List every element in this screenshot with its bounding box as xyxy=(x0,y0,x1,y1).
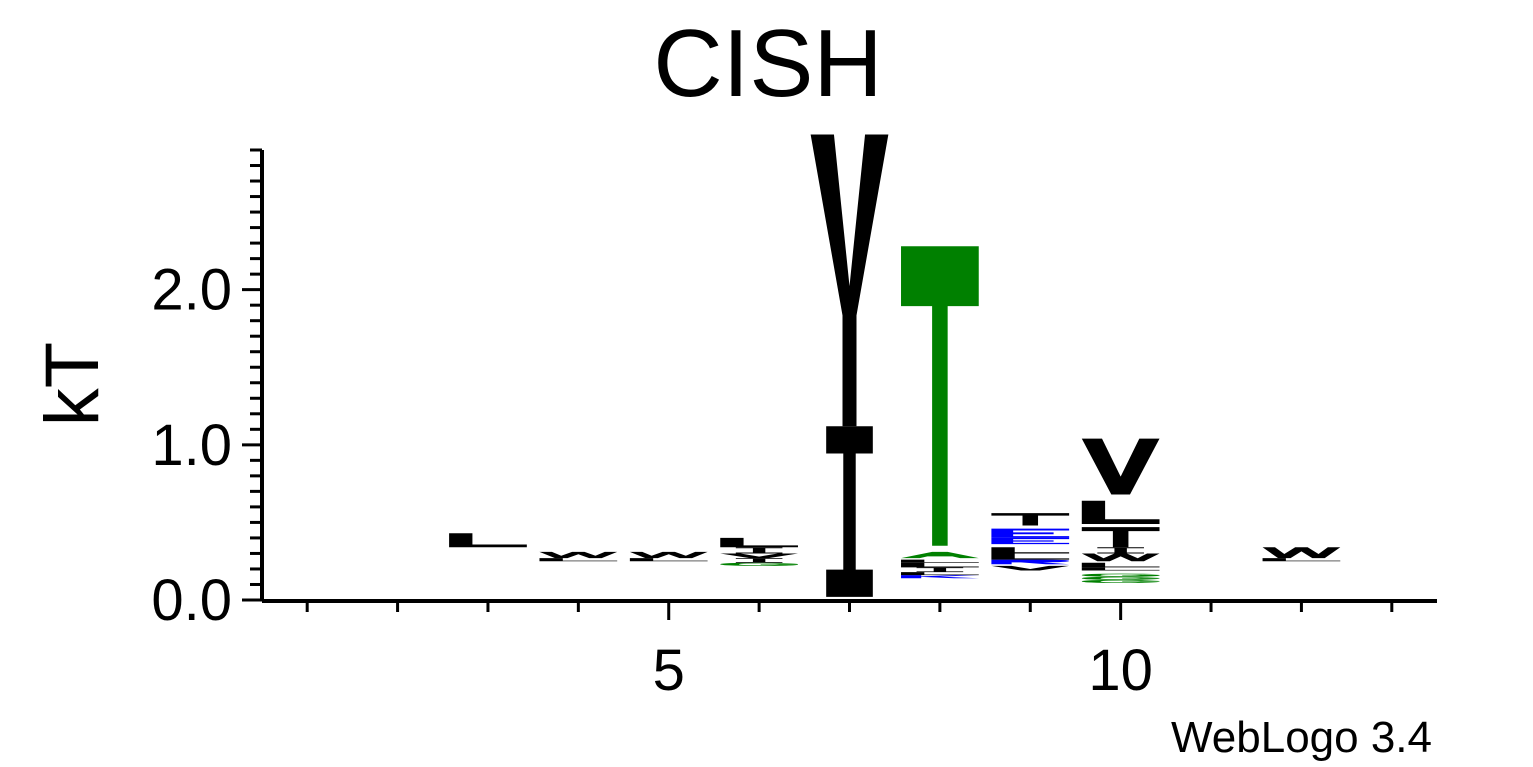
logo-column-4 xyxy=(539,551,618,562)
letter-glyph-l xyxy=(449,533,527,548)
letter-glyph-t xyxy=(901,246,979,546)
letter-glyph-i xyxy=(735,547,783,554)
logo-column-5 xyxy=(629,551,708,562)
letter-glyph-l xyxy=(901,572,979,576)
y-tick-label: 2.0 xyxy=(151,258,232,323)
letter-glyph-l xyxy=(991,553,1070,560)
letter-glyph-r xyxy=(991,559,1070,565)
letter-glyph-l xyxy=(991,547,1070,554)
letter-glyph-v xyxy=(720,553,798,559)
y-tick-label: 0.0 xyxy=(151,568,232,633)
letter-glyph-l xyxy=(629,558,708,562)
letter-stacks xyxy=(449,134,1341,597)
logo-column-8 xyxy=(901,246,979,579)
letter-glyph-a xyxy=(901,551,979,559)
letter-glyph-v xyxy=(1081,438,1160,495)
letter-glyph-i xyxy=(1097,547,1144,554)
letter-glyph-g xyxy=(1081,573,1160,577)
letter-glyph-g xyxy=(1081,579,1160,583)
letter-glyph-l xyxy=(901,562,979,568)
letter-glyph-g xyxy=(1081,576,1160,580)
logo-column-12 xyxy=(1262,547,1341,562)
letter-glyph-w xyxy=(1081,553,1160,562)
x-tick-label: 5 xyxy=(653,638,685,703)
letter-glyph-l xyxy=(539,558,618,562)
letter-glyph-k xyxy=(901,575,979,579)
letter-glyph-i xyxy=(916,567,964,573)
letter-glyph-l xyxy=(1081,500,1160,524)
logo-column-9 xyxy=(991,513,1070,571)
logo-column-7 xyxy=(810,134,889,597)
letter-glyph-w xyxy=(1262,547,1341,559)
plot-area: 0.0 1.0 2.0 5 10 xyxy=(151,134,1437,703)
y-axis-label: kT xyxy=(30,342,115,426)
logo-column-3 xyxy=(449,533,527,548)
letter-glyph-i xyxy=(735,558,783,563)
y-tick-label: 1.0 xyxy=(151,413,232,478)
letter-glyph-l xyxy=(1262,558,1341,562)
x-tick-label: 10 xyxy=(1088,638,1153,703)
letter-glyph-e xyxy=(991,528,1070,538)
letter-glyph-l xyxy=(1081,567,1160,571)
letter-glyph-y xyxy=(810,134,889,427)
weblogo-credit: WebLogo 3.4 xyxy=(1171,713,1432,762)
letter-glyph-e xyxy=(991,537,1070,545)
letter-glyph-w xyxy=(629,551,708,559)
letter-glyph-t xyxy=(991,513,1070,526)
letter-glyph-g xyxy=(720,562,798,566)
logo-column-6 xyxy=(720,537,798,566)
logo-column-10 xyxy=(1081,438,1160,583)
letter-glyph-v xyxy=(991,565,1070,571)
axes: 0.0 1.0 2.0 5 10 xyxy=(151,148,1437,703)
chart-title: CISH xyxy=(653,10,882,117)
letter-glyph-t xyxy=(1081,527,1160,548)
letter-glyph-i xyxy=(826,426,873,597)
letter-glyph-l xyxy=(720,537,798,548)
letter-glyph-l xyxy=(901,559,979,563)
letter-glyph-l xyxy=(1081,562,1160,568)
letter-glyph-w xyxy=(539,551,618,559)
